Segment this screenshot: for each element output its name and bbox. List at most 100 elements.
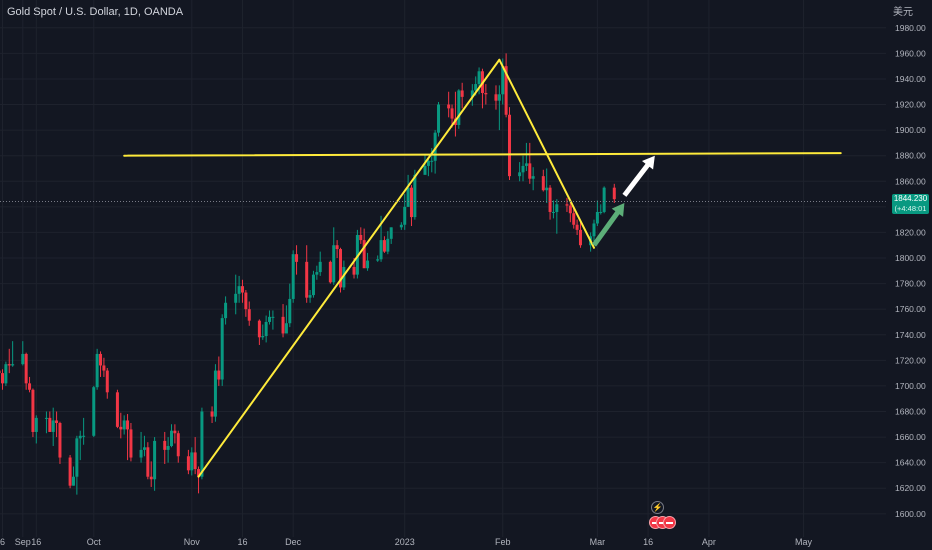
candle-body [413, 174, 417, 218]
trendline [123, 152, 842, 157]
candle-body [21, 353, 25, 365]
x-tick-label: Dec [285, 537, 302, 547]
candle-body [477, 71, 481, 85]
candle-body [501, 66, 505, 95]
y-tick-label: 1860.00 [895, 176, 926, 186]
candle-body [403, 206, 407, 225]
candle-body [237, 286, 241, 294]
candle-body [335, 245, 339, 250]
candle-body [119, 426, 123, 430]
candle-body [264, 321, 268, 337]
currency-label[interactable]: 美元 [893, 7, 913, 18]
candle-body [328, 261, 332, 283]
candle-body [28, 383, 32, 390]
candle-body [129, 429, 133, 458]
y-tick-label: 1640.00 [895, 458, 926, 468]
candle-body [355, 234, 359, 275]
candle-body [105, 370, 109, 393]
candle-body [78, 435, 82, 439]
candle-body [474, 84, 478, 91]
candle-body [339, 249, 342, 288]
candle-body [457, 90, 461, 125]
candle-body [1, 373, 4, 384]
x-tick-label: 16 [31, 537, 41, 547]
candle-body [497, 94, 501, 101]
candle-body [508, 114, 511, 177]
candle-body [291, 254, 295, 299]
candle-body [447, 104, 451, 109]
candle-body [210, 411, 214, 417]
candle-body [305, 261, 309, 298]
candle-body [430, 160, 434, 162]
candle-body [190, 452, 194, 471]
y-tick-label: 1600.00 [895, 509, 926, 519]
event-icon[interactable] [663, 516, 676, 529]
candle-body [409, 187, 413, 218]
candle-body [284, 323, 288, 334]
y-tick-label: 1920.00 [895, 100, 926, 110]
candle-body [244, 292, 248, 310]
candle-body [193, 452, 197, 470]
candle-body [271, 316, 275, 318]
y-tick-label: 1800.00 [895, 253, 926, 263]
candle-body [4, 364, 8, 384]
x-tick-label: Mar [590, 537, 606, 547]
x-tick-label: 2023 [395, 537, 415, 547]
x-tick-label: May [795, 537, 813, 547]
candle-body [389, 227, 393, 239]
candle-body [308, 295, 312, 298]
candle-body [224, 302, 228, 319]
candle-body [7, 364, 11, 366]
y-tick-label: 1720.00 [895, 355, 926, 365]
candle-body [366, 260, 370, 269]
candle-body [379, 240, 383, 260]
time-axis[interactable]: 6 Sep 16 Oct Nov 16 Dec 2023 Feb Mar 16 Apr May [0, 537, 813, 547]
candle-body [200, 411, 204, 477]
x-tick-label: Oct [87, 537, 102, 547]
x-tick-label: 16 [643, 537, 653, 547]
candle-body [592, 223, 596, 237]
candle-body [578, 229, 582, 246]
candle-body [68, 457, 72, 486]
bolt-icon[interactable]: ⚡ [651, 501, 664, 514]
candle-body [146, 447, 150, 477]
arrow-drawing [622, 155, 655, 197]
countdown-value: (+4:48:01 [894, 204, 927, 213]
arrow-drawing [591, 203, 625, 247]
x-tick-label: 16 [237, 537, 247, 547]
candle-body [153, 440, 157, 480]
candle-body [11, 364, 15, 366]
candle-body [318, 261, 322, 273]
price-axis[interactable]: 1600.00 1620.00 1640.00 1660.00 1680.00 1700.… [895, 23, 926, 519]
candle-body [213, 370, 217, 417]
y-tick-label: 1960.00 [895, 48, 926, 58]
candle-body [528, 163, 532, 179]
candle-body [352, 266, 356, 275]
chart-grid [0, 0, 886, 537]
candle-body [565, 204, 569, 206]
candle-body [126, 420, 130, 430]
candle-body [261, 336, 265, 338]
candle-body [362, 240, 366, 269]
candle-body [257, 320, 261, 338]
candle-body [142, 447, 146, 450]
candle-body [102, 365, 106, 371]
y-tick-label: 1680.00 [895, 406, 926, 416]
candle-body [122, 420, 126, 430]
y-tick-label: 1660.00 [895, 432, 926, 442]
candle-body [494, 94, 498, 101]
trendline [197, 58, 501, 478]
candle-body [521, 165, 525, 173]
candle-body [173, 430, 177, 434]
candle-body [99, 353, 103, 366]
event-icons[interactable] [649, 516, 677, 530]
y-tick-label: 1740.00 [895, 330, 926, 340]
candle-body [268, 316, 272, 322]
candle-body [295, 254, 299, 262]
candle-body [433, 132, 437, 161]
last-price-badge: 1844.230 (+4:48:01 [892, 194, 929, 214]
symbol-title[interactable]: Gold Spot / U.S. Dollar, 1D, OANDA [7, 6, 184, 18]
candle-body [31, 389, 35, 432]
trendline-drawings[interactable] [123, 58, 842, 478]
